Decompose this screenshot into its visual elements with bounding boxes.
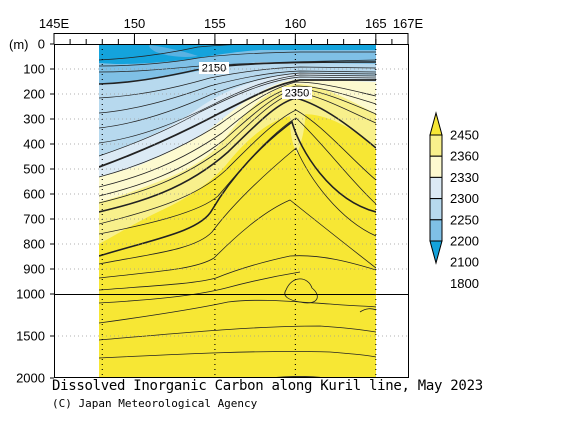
colorbar-label: 2250 <box>450 212 479 227</box>
colorbar-band <box>429 155 443 178</box>
y-tick-label: 400 <box>23 137 45 152</box>
colorbar-band <box>429 219 443 242</box>
contour-label-2150: 2150 <box>202 63 226 75</box>
y-tick-label: 2000 <box>16 371 45 386</box>
credit-line: (C) Japan Meteorological Agency <box>52 397 258 410</box>
contour-lines <box>99 44 376 378</box>
colorbar-label: 2360 <box>450 149 479 164</box>
y-tick-label: 0 <box>38 37 45 52</box>
x-tick-label: 167E <box>393 16 424 31</box>
y-tick-label: 200 <box>23 87 45 102</box>
y-axis: 100 200 300 400 500 600 700 800 900 1000 1500 2000 0 <box>16 37 54 386</box>
y-tick-label: 500 <box>23 162 45 177</box>
contour-label-2350: 2350 <box>285 88 309 100</box>
y-tick-label: 1000 <box>16 287 45 302</box>
colorbar-top-arrow <box>429 111 443 136</box>
colorbar-label: 2330 <box>450 170 479 185</box>
colorbar-label: 2450 <box>450 128 479 143</box>
colorbar-band <box>429 198 443 221</box>
y-tick-label: 800 <box>23 237 45 252</box>
gridlines <box>54 68 408 337</box>
chart-title: Dissolved Inorganic Carbon along Kuril l… <box>52 378 483 394</box>
station-lines <box>101 44 377 378</box>
y-tick-label: 900 <box>23 262 45 277</box>
colorbar-band <box>429 176 443 200</box>
contour-label-box-2350 <box>282 87 312 99</box>
colorbar-label: 1800 <box>450 276 479 291</box>
y-unit-label: (m) <box>9 37 29 52</box>
colorbar-label: 2200 <box>450 234 479 249</box>
y-tick-label: 100 <box>23 62 45 77</box>
x-tick-label: 150 <box>124 16 146 31</box>
colorbar: 2450 2360 2330 2300 2250 2200 2100 1800 <box>429 111 479 291</box>
x-axis: 145E 150 155 160 165 167E <box>39 16 424 44</box>
x-tick-label: 155 <box>204 16 226 31</box>
x-tick-label: 165 <box>365 16 387 31</box>
x-tick-label: 160 <box>285 16 307 31</box>
section-fill <box>99 44 376 378</box>
y-tick-label: 700 <box>23 212 45 227</box>
plot-frame <box>54 44 409 378</box>
colorbar-label: 2100 <box>450 255 479 270</box>
y-tick-label: 600 <box>23 187 45 202</box>
y-tick-label: 300 <box>23 112 45 127</box>
colorbar-bottom-arrow <box>429 240 443 265</box>
colorbar-label: 2300 <box>450 191 479 206</box>
x-tick-label: 145E <box>39 16 70 31</box>
contour-label-box-2150 <box>199 62 229 74</box>
y-tick-label: 1500 <box>16 329 45 344</box>
colorbar-band <box>429 134 443 157</box>
